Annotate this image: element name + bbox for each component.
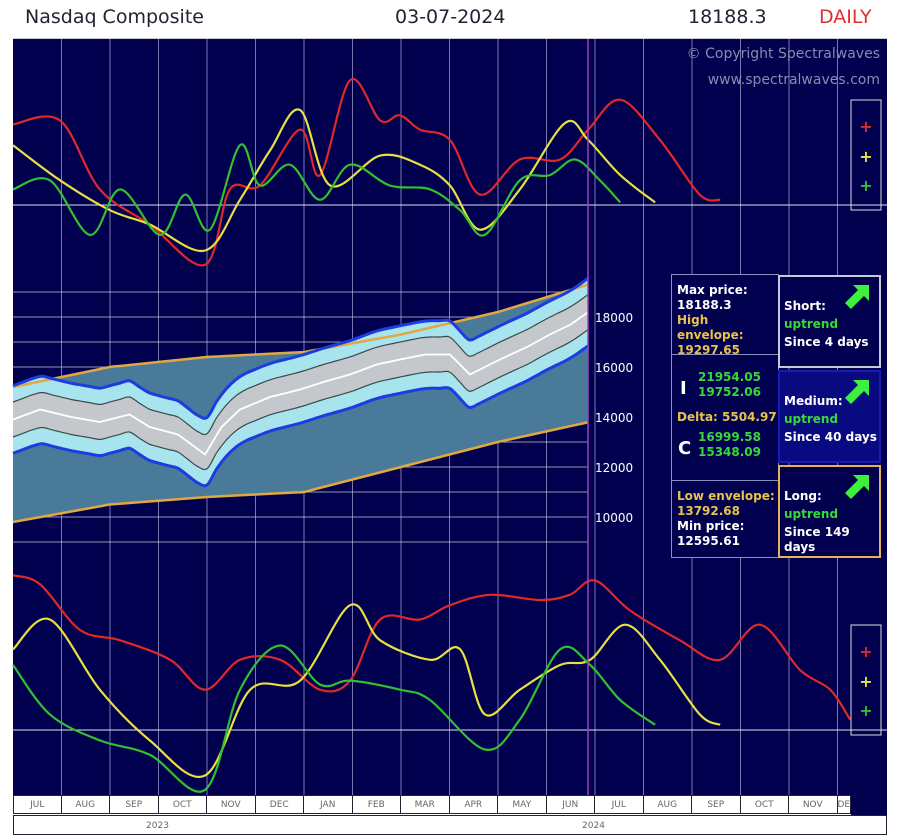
oscillator-bottom-red-line <box>12 574 852 721</box>
min-price-label: Min price: <box>677 519 745 533</box>
trend-label: Short: <box>784 299 826 313</box>
price-tick-label: 16000 <box>595 361 633 375</box>
oscillator-top-red-line <box>12 77 721 267</box>
low-envelope-line <box>12 421 589 524</box>
period-label[interactable]: DAILY <box>819 6 872 28</box>
trend-label: Medium: <box>784 394 843 408</box>
cycle-values-box: I 21954.05 19752.06 Delta: 5504.97 C 169… <box>671 354 779 481</box>
low-envelope-label: Low envelope: <box>677 489 775 503</box>
yellow-plus-icon[interactable]: + <box>859 672 872 691</box>
month-label: DEC <box>255 795 304 814</box>
month-label: NOV <box>789 795 838 814</box>
month-label: JAN <box>304 795 353 814</box>
price-tick-label: 18000 <box>595 311 633 325</box>
date-label: 03-07-2024 <box>395 6 506 28</box>
up-right-arrow-icon <box>845 380 869 404</box>
up-right-arrow-icon <box>845 285 869 309</box>
lower-gray-band-line <box>12 329 589 471</box>
trend-since: Since 40 days <box>784 430 877 444</box>
month-axis-filler <box>851 795 887 815</box>
green-plus-icon[interactable]: + <box>859 176 872 195</box>
trend-status: uptrend <box>784 317 839 331</box>
month-label: JUN <box>546 795 595 814</box>
long-trend-box: Long: uptrend Since 149 days <box>778 465 881 558</box>
low-envelope-value: 13792.68 <box>677 504 741 518</box>
i-label: I <box>680 378 687 399</box>
month-label: APR <box>449 795 498 814</box>
month-label: AUG <box>643 795 692 814</box>
price-tick-label: 10000 <box>595 511 633 525</box>
trend-label: Long: <box>784 489 822 503</box>
trend-status: uptrend <box>784 507 839 521</box>
i-value-2: 19752.06 <box>698 385 762 399</box>
year-label-2023: 2023 <box>13 815 302 835</box>
high-envelope-line <box>12 283 589 389</box>
month-label: NOV <box>207 795 256 814</box>
yellow-plus-icon[interactable]: + <box>859 147 872 166</box>
month-label: OCT <box>740 795 789 814</box>
short-trend-box: Short: uptrend Since 4 days <box>778 275 881 368</box>
trend-since: Since 4 days <box>784 335 869 349</box>
c-value-1: 16999.58 <box>698 430 762 444</box>
max-price-value: 18188.3 <box>677 298 732 312</box>
month-axis: JUL AUG SEP OCT NOV DEC JAN FEB MAR APR MAY JUN JUL A… <box>13 795 887 815</box>
min-price-value: 12595.61 <box>677 534 741 548</box>
index-title: Nasdaq Composite <box>25 6 204 28</box>
delta-value: Delta: 5504.97 <box>677 410 777 424</box>
oscillator-bottom-green-line <box>12 644 656 793</box>
month-label: AUG <box>61 795 110 814</box>
year-label-2024: 2024 <box>301 815 887 835</box>
last-price: 18188.3 <box>688 6 767 28</box>
price-tick-label: 12000 <box>595 461 633 475</box>
trend-since: Since 149 days <box>784 525 850 554</box>
red-plus-icon[interactable]: + <box>859 642 872 661</box>
month-label: OCT <box>158 795 207 814</box>
bottom-legend: + + + <box>850 624 882 736</box>
month-label: JUL <box>13 795 62 814</box>
up-right-arrow-icon <box>845 475 869 499</box>
price-tick-label: 14000 <box>595 411 633 425</box>
oscillator-bottom-yellow-line <box>12 603 721 779</box>
high-envelope-value: 19297.65 <box>677 343 741 357</box>
lower-blue-band-line <box>12 344 590 488</box>
low-extremes-box: Low envelope: 13792.68 Min price: 12595.… <box>671 480 779 558</box>
month-label: SEP <box>110 795 159 814</box>
header-bar: Nasdaq Composite 03-07-2024 18188.3 DAIL… <box>13 0 887 39</box>
red-plus-icon[interactable]: + <box>859 117 872 136</box>
copyright-text: © Copyright Spectralwaves <box>687 46 880 62</box>
medium-trend-box: Medium: uptrend Since 40 days <box>778 370 881 463</box>
oscillator-top-green-line <box>12 143 622 237</box>
c-label: C <box>678 438 692 459</box>
i-value-1: 21954.05 <box>698 370 762 384</box>
month-label: JUL <box>595 795 644 814</box>
month-label: SEP <box>692 795 741 814</box>
month-label: DEC <box>837 795 856 814</box>
high-envelope-label: High envelope: <box>677 313 744 342</box>
month-label: MAY <box>498 795 547 814</box>
c-value-2: 15348.09 <box>698 445 762 459</box>
website-text[interactable]: www.spectralwaves.com <box>708 72 880 88</box>
upper-gray-band-line <box>12 294 589 436</box>
month-label: MAR <box>401 795 450 814</box>
gray-band <box>13 294 589 469</box>
price-extremes-box: Max price: 18188.3 High envelope: 19297.… <box>671 274 779 357</box>
trend-status: uptrend <box>784 412 839 426</box>
month-label: FEB <box>352 795 401 814</box>
max-price-label: Max price: <box>677 283 748 297</box>
top-legend: + + + <box>850 99 882 211</box>
upper-blue-band-line <box>12 277 590 420</box>
price-line <box>12 311 589 456</box>
green-plus-icon[interactable]: + <box>859 701 872 720</box>
